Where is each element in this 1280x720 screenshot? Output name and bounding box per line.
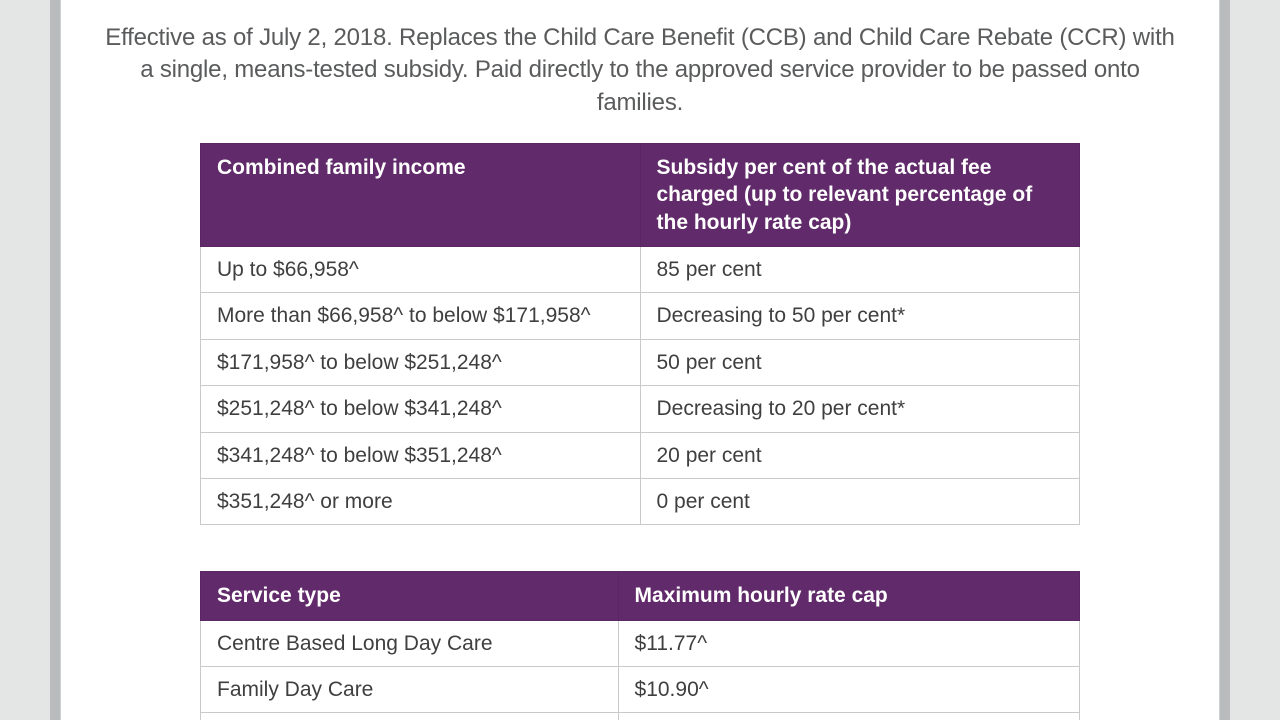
rate-cap-table: Service type Maximum hourly rate cap Cen… (200, 571, 1080, 720)
cell-income: $251,248^ to below $341,248^ (201, 386, 641, 432)
col-header-service: Service type (201, 572, 619, 620)
cell-subsidy: 50 per cent (640, 339, 1080, 385)
table-row: $341,248^ to below $351,248^ 20 per cent (201, 432, 1080, 478)
col-header-ratecap: Maximum hourly rate cap (618, 572, 1079, 620)
table-row: Outside School Hours Care $10.29^ (201, 713, 1080, 720)
cell-service: Centre Based Long Day Care (201, 620, 619, 666)
table-row: Up to $66,958^ 85 per cent (201, 247, 1080, 293)
document-frame: Effective as of July 2, 2018. Replaces t… (50, 0, 1230, 720)
cell-ratecap: $10.90^ (618, 667, 1079, 713)
cell-service: Outside School Hours Care (201, 713, 619, 720)
table-row: $171,958^ to below $251,248^ 50 per cent (201, 339, 1080, 385)
cell-subsidy: 20 per cent (640, 432, 1080, 478)
cell-ratecap: $10.29^ (618, 713, 1079, 720)
table-row: More than $66,958^ to below $171,958^ De… (201, 293, 1080, 339)
subsidy-table: Combined family income Subsidy per cent … (200, 143, 1080, 525)
table-row: Centre Based Long Day Care $11.77^ (201, 620, 1080, 666)
cell-income: $171,958^ to below $251,248^ (201, 339, 641, 385)
table-row: $251,248^ to below $341,248^ Decreasing … (201, 386, 1080, 432)
table-header-row: Service type Maximum hourly rate cap (201, 572, 1080, 620)
cell-subsidy: Decreasing to 20 per cent* (640, 386, 1080, 432)
col-header-income: Combined family income (201, 144, 641, 247)
table-row: Family Day Care $10.90^ (201, 667, 1080, 713)
col-header-subsidy: Subsidy per cent of the actual fee charg… (640, 144, 1080, 247)
cell-income: More than $66,958^ to below $171,958^ (201, 293, 641, 339)
accent-swoosh-icon (1120, 0, 1180, 5)
cell-income: Up to $66,958^ (201, 247, 641, 293)
cell-income: $351,248^ or more (201, 479, 641, 525)
cell-income: $341,248^ to below $351,248^ (201, 432, 641, 478)
cell-service: Family Day Care (201, 667, 619, 713)
cell-ratecap: $11.77^ (618, 620, 1079, 666)
table-row: $351,248^ or more 0 per cent (201, 479, 1080, 525)
table-header-row: Combined family income Subsidy per cent … (201, 144, 1080, 247)
intro-paragraph: Effective as of July 2, 2018. Replaces t… (88, 22, 1192, 119)
cell-subsidy: Decreasing to 50 per cent* (640, 293, 1080, 339)
cell-subsidy: 85 per cent (640, 247, 1080, 293)
cell-subsidy: 0 per cent (640, 479, 1080, 525)
table-gap (88, 525, 1192, 547)
